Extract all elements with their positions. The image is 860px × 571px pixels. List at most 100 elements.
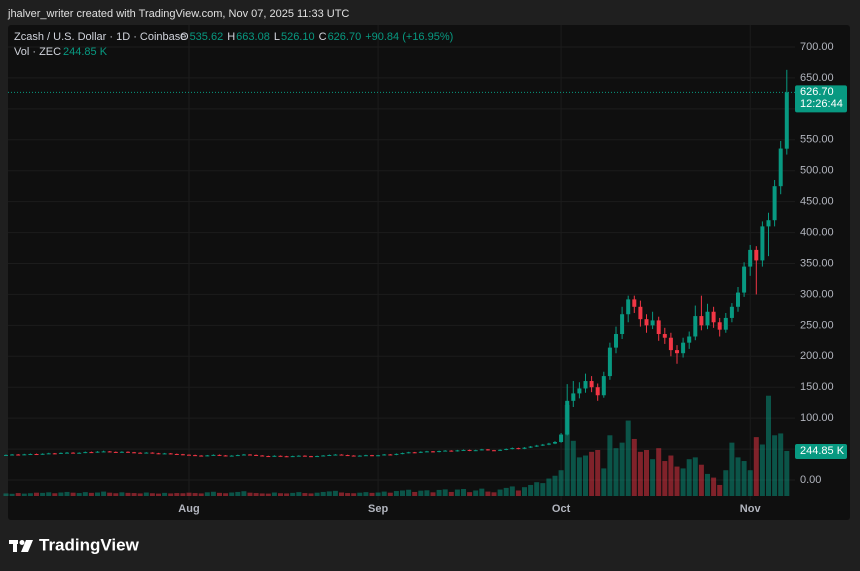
volume-bar xyxy=(741,461,747,496)
volume-bar xyxy=(192,493,198,496)
candle-body xyxy=(748,249,753,267)
candle-body xyxy=(156,453,161,455)
logo-mark xyxy=(21,540,33,552)
candle-body xyxy=(52,453,57,455)
candle-body xyxy=(394,453,399,455)
candle-body xyxy=(363,455,368,457)
y-tick-label: 700.00 xyxy=(800,41,834,53)
volume-bar xyxy=(711,477,717,496)
candle-body xyxy=(254,454,259,456)
ohlc-key: L xyxy=(274,31,280,43)
candle-body xyxy=(717,322,722,330)
candle-body xyxy=(321,455,326,457)
volume-bar xyxy=(625,420,631,496)
candle-body xyxy=(601,376,606,396)
volume-bar xyxy=(308,493,314,496)
candle-body xyxy=(553,442,557,444)
volume-bar xyxy=(131,493,137,496)
candle-body xyxy=(168,453,173,455)
volume-bar xyxy=(156,493,161,496)
volume-bar xyxy=(601,468,607,496)
candle-body xyxy=(766,220,771,227)
volume-bar xyxy=(21,493,27,496)
volume-bar xyxy=(705,473,710,496)
candle-body xyxy=(4,454,8,456)
volume-bar xyxy=(381,491,387,496)
candle-body xyxy=(241,454,246,456)
candle-body xyxy=(327,455,332,457)
volume-bar xyxy=(412,491,418,496)
candle-body xyxy=(260,455,265,457)
volume-bar xyxy=(284,493,290,496)
candle-body xyxy=(382,454,387,456)
candle-body xyxy=(772,186,777,221)
candle-body xyxy=(339,454,344,456)
volume-bar xyxy=(113,493,119,496)
volume-bar xyxy=(698,464,704,496)
legend: Zcash / U.S. Dollar · 1D · Coinbase Vol … xyxy=(14,31,453,58)
volume-bar xyxy=(607,435,613,496)
volume-bar xyxy=(253,493,259,496)
logo: TradingView xyxy=(9,535,140,554)
x-tick-label: Sep xyxy=(368,503,388,515)
candle-body xyxy=(211,454,216,456)
candle-body xyxy=(528,446,533,448)
volume-bar xyxy=(473,490,479,496)
candle-body xyxy=(742,266,747,293)
volume-bar xyxy=(583,455,588,496)
candle-body xyxy=(71,452,76,454)
price-badge-label: 626.70 xyxy=(800,86,834,98)
candle-body xyxy=(162,453,167,455)
volume-bar xyxy=(540,483,546,496)
candle-body xyxy=(455,450,460,452)
volume-bar xyxy=(369,492,375,496)
volume-bar xyxy=(772,435,778,496)
candle-body xyxy=(546,443,551,445)
axes: 0.0050.00100.00150.00200.00250.00300.003… xyxy=(178,41,847,515)
volume-bar xyxy=(259,493,265,496)
x-tick-label: Nov xyxy=(740,503,762,515)
candle-body xyxy=(58,452,63,454)
candle-body xyxy=(199,455,204,457)
candle-body xyxy=(132,452,137,454)
volume-bar xyxy=(778,433,784,496)
candle-body xyxy=(662,334,667,338)
candle-body xyxy=(644,319,649,326)
candle-body xyxy=(351,455,356,457)
candle-body xyxy=(492,450,496,452)
candle-body xyxy=(424,451,429,453)
candle-body xyxy=(412,452,417,454)
candle-body xyxy=(510,448,515,450)
candle-body xyxy=(113,451,118,453)
candle-body xyxy=(315,456,320,458)
candle-body xyxy=(229,455,234,457)
candle-body xyxy=(504,448,509,450)
candle-body xyxy=(193,455,198,457)
candle-body xyxy=(736,292,740,307)
x-tick-label: Aug xyxy=(178,503,199,515)
volume-bar xyxy=(95,492,100,496)
volume-bar xyxy=(198,493,204,496)
volume-bar xyxy=(503,487,509,496)
y-tick-label: 0.00 xyxy=(800,474,821,486)
volume-bar xyxy=(76,493,82,496)
volume-bar xyxy=(235,491,241,496)
volume-bar xyxy=(454,489,460,496)
volume-bar xyxy=(589,451,595,496)
volume-bar xyxy=(223,493,229,496)
volume-bar xyxy=(595,450,601,496)
price-pane xyxy=(4,69,795,458)
volume-bar xyxy=(644,450,649,496)
volume-bar xyxy=(174,493,180,496)
candle-body xyxy=(443,450,448,452)
volume-bar xyxy=(613,448,619,496)
candle-body xyxy=(406,452,411,454)
candle-body xyxy=(699,316,704,326)
volume-bar xyxy=(149,493,155,496)
volume-bar xyxy=(717,484,723,496)
volume-bar xyxy=(107,492,113,496)
candle-body xyxy=(516,448,521,450)
candle-body xyxy=(693,316,698,337)
candle-body xyxy=(705,311,710,326)
